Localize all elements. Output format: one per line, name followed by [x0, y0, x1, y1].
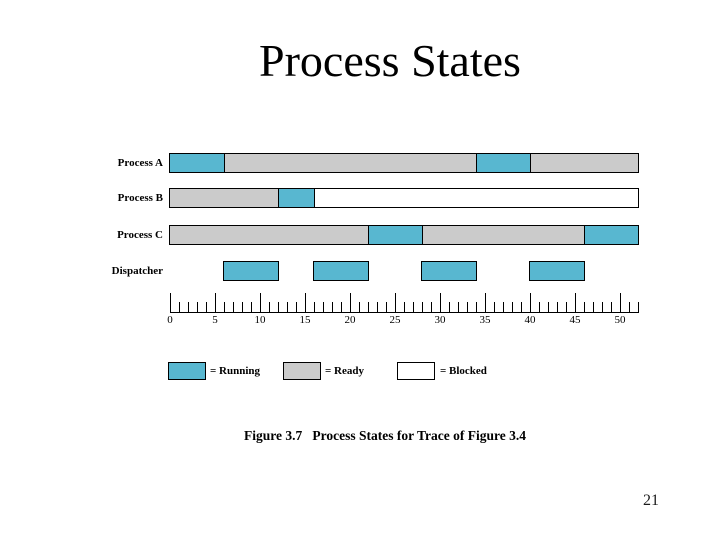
minor-tick-18 — [332, 302, 333, 313]
minor-tick-47 — [593, 302, 594, 313]
tick-label-20: 20 — [344, 314, 356, 326]
minor-tick-22 — [368, 302, 369, 313]
minor-tick-29 — [431, 302, 432, 313]
dispatcher-block-28-34 — [421, 261, 477, 281]
legend-swatch-ready — [283, 362, 321, 380]
row-label-process-a: Process A — [117, 157, 163, 169]
minor-tick-2 — [188, 302, 189, 313]
minor-tick-51 — [629, 302, 630, 313]
minor-tick-52 — [638, 302, 639, 313]
major-tick-10 — [260, 293, 261, 313]
legend-swatch-blocked — [397, 362, 435, 380]
dispatcher-block-16-22 — [313, 261, 369, 281]
minor-tick-1 — [179, 302, 180, 313]
minor-tick-7 — [233, 302, 234, 313]
minor-tick-19 — [341, 302, 342, 313]
major-tick-35 — [485, 293, 486, 313]
process-b-segment-ready-0-12 — [170, 189, 278, 207]
row-label-process-c: Process C — [117, 229, 163, 241]
process-b-segment-blocked-16-52 — [314, 189, 638, 207]
major-tick-0 — [170, 293, 171, 313]
minor-tick-3 — [197, 302, 198, 313]
major-tick-20 — [350, 293, 351, 313]
state-bar-process-c — [169, 225, 639, 245]
major-tick-45 — [575, 293, 576, 313]
minor-tick-37 — [503, 302, 504, 313]
time-axis — [170, 293, 639, 313]
tick-label-15: 15 — [299, 314, 311, 326]
minor-tick-46 — [584, 302, 585, 313]
process-a-segment-ready-6-34 — [224, 154, 477, 172]
tick-label-25: 25 — [389, 314, 401, 326]
legend-label-running: = Running — [210, 365, 260, 377]
minor-tick-26 — [404, 302, 405, 313]
legend-label-ready: = Ready — [325, 365, 364, 377]
minor-tick-42 — [548, 302, 549, 313]
minor-tick-49 — [611, 302, 612, 313]
dispatcher-block-40-46 — [529, 261, 585, 281]
minor-tick-16 — [314, 302, 315, 313]
major-tick-25 — [395, 293, 396, 313]
minor-tick-12 — [278, 302, 279, 313]
slide-title: Process States — [259, 35, 521, 86]
minor-tick-27 — [413, 302, 414, 313]
tick-label-40: 40 — [524, 314, 536, 326]
minor-tick-31 — [449, 302, 450, 313]
tick-label-50: 50 — [614, 314, 626, 326]
process-a-segment-running-34-40 — [476, 154, 531, 172]
tick-label-5: 5 — [212, 314, 218, 326]
minor-tick-41 — [539, 302, 540, 313]
minor-tick-33 — [467, 302, 468, 313]
process-a-segment-running-0-6 — [170, 154, 224, 172]
tick-label-10: 10 — [254, 314, 266, 326]
legend-swatch-running — [168, 362, 206, 380]
minor-tick-11 — [269, 302, 270, 313]
row-label-dispatcher: Dispatcher — [111, 265, 163, 277]
minor-tick-34 — [476, 302, 477, 313]
major-tick-30 — [440, 293, 441, 313]
process-c-segment-ready-0-22 — [170, 226, 368, 244]
minor-tick-6 — [224, 302, 225, 313]
minor-tick-14 — [296, 302, 297, 313]
tick-label-45: 45 — [569, 314, 581, 326]
state-bar-process-b — [169, 188, 639, 208]
process-a-segment-ready-40-52 — [530, 154, 638, 172]
minor-tick-21 — [359, 302, 360, 313]
figure-caption: Figure 3.7 Process States for Trace of F… — [244, 428, 526, 443]
minor-tick-9 — [251, 302, 252, 313]
minor-tick-24 — [386, 302, 387, 313]
minor-tick-44 — [566, 302, 567, 313]
tick-label-35: 35 — [479, 314, 491, 326]
minor-tick-23 — [377, 302, 378, 313]
major-tick-15 — [305, 293, 306, 313]
major-tick-40 — [530, 293, 531, 313]
minor-tick-17 — [323, 302, 324, 313]
process-c-segment-running-46-52 — [584, 226, 638, 244]
minor-tick-36 — [494, 302, 495, 313]
process-c-segment-ready-28-46 — [422, 226, 585, 244]
minor-tick-48 — [602, 302, 603, 313]
minor-tick-4 — [206, 302, 207, 313]
tick-label-30: 30 — [434, 314, 446, 326]
major-tick-5 — [215, 293, 216, 313]
process-b-segment-running-12-16 — [278, 189, 315, 207]
legend-label-blocked: = Blocked — [440, 365, 487, 377]
minor-tick-43 — [557, 302, 558, 313]
tick-label-0: 0 — [167, 314, 173, 326]
minor-tick-8 — [242, 302, 243, 313]
row-label-process-b: Process B — [117, 192, 163, 204]
minor-tick-13 — [287, 302, 288, 313]
minor-tick-38 — [512, 302, 513, 313]
page-number: 21 — [643, 492, 659, 509]
dispatcher-block-6-12 — [223, 261, 279, 281]
state-bar-process-a — [169, 153, 639, 173]
major-tick-50 — [620, 293, 621, 313]
process-c-segment-running-22-28 — [368, 226, 423, 244]
minor-tick-28 — [422, 302, 423, 313]
minor-tick-39 — [521, 302, 522, 313]
minor-tick-32 — [458, 302, 459, 313]
